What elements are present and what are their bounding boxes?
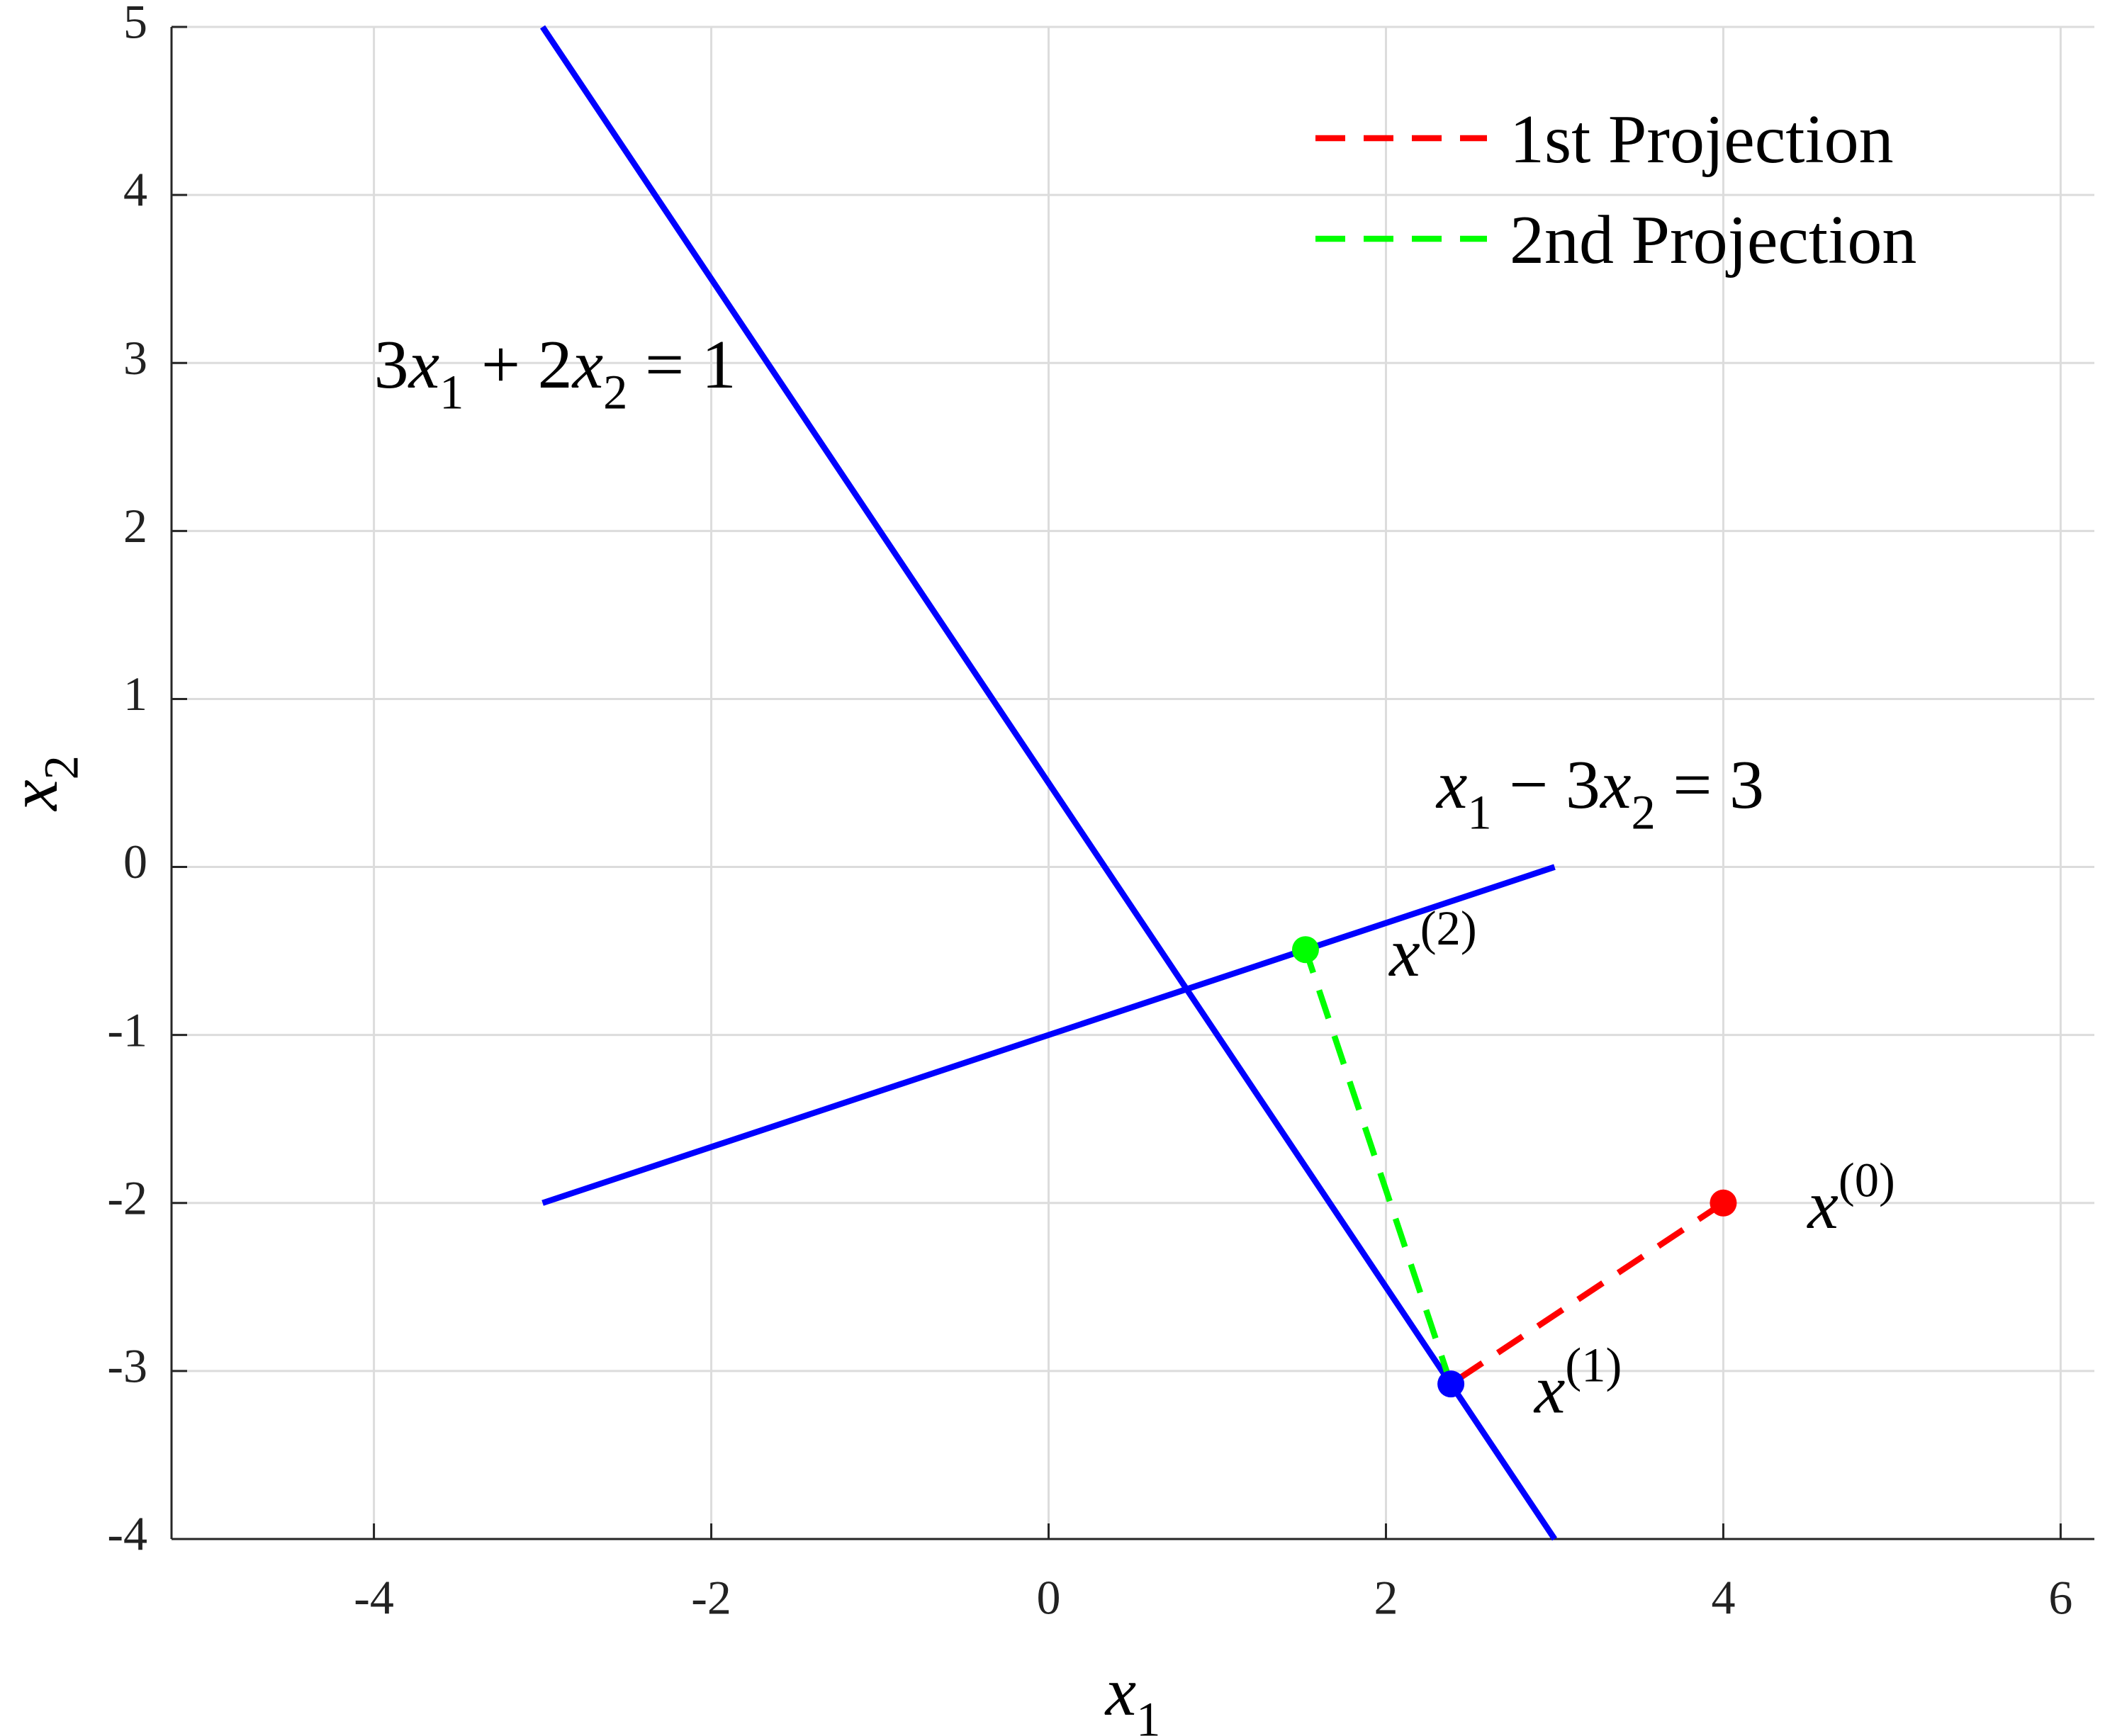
text-part: 2 bbox=[603, 366, 627, 419]
y-tick-label: -4 bbox=[107, 1507, 147, 1561]
text-part: x bbox=[0, 779, 72, 812]
text-part: (2) bbox=[1420, 901, 1477, 955]
x-tick-label: 2 bbox=[1374, 1571, 1398, 1625]
text-part: − 3 bbox=[1492, 747, 1600, 823]
y-tick-label: 5 bbox=[123, 0, 147, 49]
text-part: x bbox=[1533, 1352, 1566, 1428]
annotation: 3x1 + 2x2 = 1 bbox=[374, 327, 736, 419]
annotation: x(1) bbox=[1533, 1338, 1622, 1428]
point bbox=[1291, 936, 1319, 964]
x-tick-label: -2 bbox=[691, 1571, 731, 1625]
x-tick-label: 6 bbox=[2048, 1571, 2072, 1625]
x-tick-label: 4 bbox=[1711, 1571, 1735, 1625]
annotation: x(2) bbox=[1388, 901, 1476, 991]
y-tick-label: 0 bbox=[123, 835, 147, 889]
x-tick-label: 0 bbox=[1037, 1571, 1061, 1625]
y-tick-label: -2 bbox=[107, 1171, 147, 1224]
projection-line bbox=[1302, 948, 1454, 1385]
text-part: 3 bbox=[374, 327, 409, 403]
y-tick-label: 2 bbox=[123, 499, 147, 553]
text-part: 1 bbox=[1467, 785, 1491, 839]
text-part: x bbox=[408, 327, 440, 403]
text-part: x bbox=[1599, 747, 1632, 823]
text-part: 1 bbox=[439, 366, 464, 419]
y-tick-label: 1 bbox=[123, 667, 147, 721]
text-part: + 2 bbox=[464, 327, 572, 403]
legend-label: 1st Projection bbox=[1510, 101, 1894, 178]
point bbox=[1710, 1189, 1737, 1217]
legend-label: 2nd Projection bbox=[1510, 202, 1916, 278]
text-part: = 1 bbox=[627, 327, 736, 403]
text-part: x bbox=[1104, 1654, 1137, 1730]
point bbox=[1437, 1370, 1465, 1398]
text-part: (1) bbox=[1565, 1338, 1622, 1392]
text-part: x bbox=[1388, 915, 1420, 991]
text-part: x bbox=[571, 327, 604, 403]
y-tick-label: -1 bbox=[107, 1003, 147, 1056]
constraint-line bbox=[540, 25, 1557, 1541]
constraint-line bbox=[541, 864, 1556, 1206]
text-part: x bbox=[1806, 1167, 1839, 1244]
annotation: x1 − 3x2 = 3 bbox=[1435, 747, 1764, 839]
x-tick-label: -4 bbox=[354, 1571, 394, 1625]
y-tick-label: 3 bbox=[123, 331, 147, 385]
y-tick-label: -3 bbox=[107, 1338, 147, 1392]
x-axis-label: x1 bbox=[1104, 1654, 1161, 1736]
text-part: 2 bbox=[34, 755, 88, 779]
text-part: x bbox=[1435, 747, 1468, 823]
projection-line bbox=[1449, 1200, 1725, 1387]
y-tick-label: 4 bbox=[123, 163, 147, 217]
text-part: (0) bbox=[1839, 1154, 1895, 1207]
annotation: x(0) bbox=[1806, 1154, 1895, 1244]
y-axis-label: x2 bbox=[0, 755, 88, 812]
text-part: = 3 bbox=[1656, 747, 1764, 823]
text-part: 2 bbox=[1631, 785, 1655, 839]
text-part: 1 bbox=[1136, 1692, 1160, 1736]
